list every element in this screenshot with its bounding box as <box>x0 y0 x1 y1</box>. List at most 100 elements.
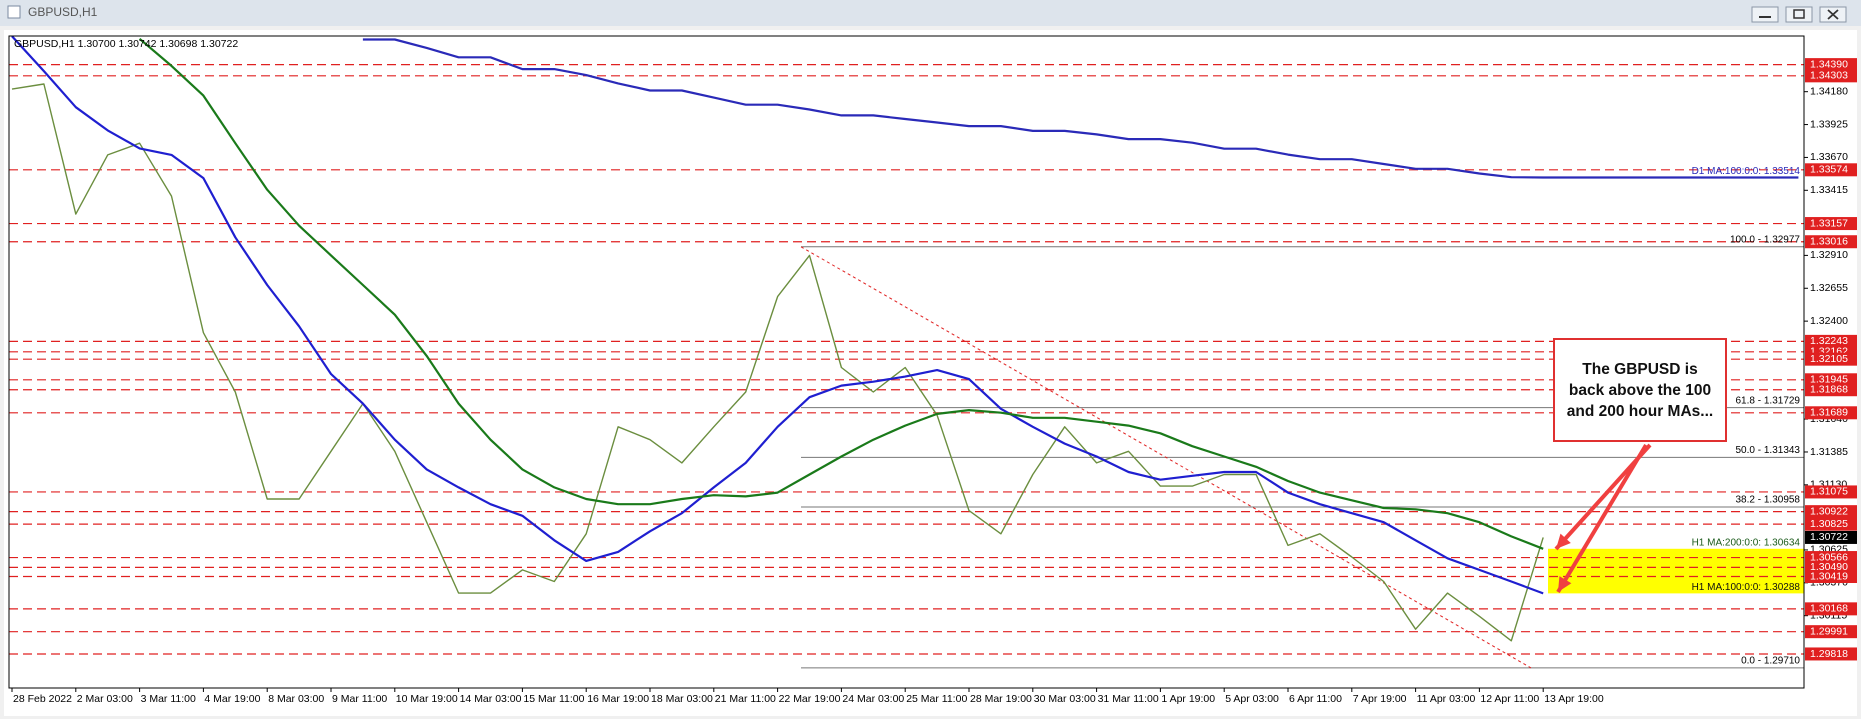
x-tick-label: 5 Apr 03:00 <box>1225 693 1279 705</box>
level-label: 1.33016 <box>1810 236 1848 248</box>
x-tick-label: 30 Mar 03:00 <box>1034 693 1096 705</box>
arrow-head <box>1556 533 1571 549</box>
level-label: 1.30168 <box>1810 603 1848 615</box>
level-label-bg <box>1805 569 1857 583</box>
fib-label: 61.8 - 1.31729 <box>1736 395 1801 406</box>
x-tick-label: 2 Mar 03:00 <box>77 693 133 705</box>
y-tick-label: 1.31385 <box>1810 446 1848 458</box>
level-label: 1.33157 <box>1810 217 1848 229</box>
fib-label: 50.0 - 1.31343 <box>1736 445 1801 456</box>
x-tick-label: 12 Apr 11:00 <box>1480 693 1539 705</box>
level-label-bg <box>1805 551 1857 565</box>
ma-label: H1 MA:200:0:0: 1.30634 <box>1692 537 1801 548</box>
x-tick-label: 9 Mar 11:00 <box>332 693 387 705</box>
window-title: GBPUSD,H1 <box>28 5 98 19</box>
x-tick-label: 28 Mar 19:00 <box>970 693 1032 705</box>
chart-header: GBPUSD,H1 1.30700 1.30742 1.30698 1.3072… <box>14 38 238 50</box>
close-icon <box>1827 9 1839 20</box>
x-tick-label: 7 Apr 19:00 <box>1353 693 1407 705</box>
level-label: 1.30922 <box>1810 505 1848 517</box>
maximize-button[interactable] <box>1785 6 1813 23</box>
level-label: 1.30419 <box>1810 570 1848 582</box>
level-label-bg <box>1805 383 1857 397</box>
x-tick-label: 14 Mar 03:00 <box>460 693 522 705</box>
chart-background <box>4 30 1857 716</box>
level-label: 1.31689 <box>1810 407 1848 419</box>
x-tick-label: 1 Apr 19:00 <box>1161 693 1215 705</box>
x-tick-label: 24 Mar 03:00 <box>842 693 904 705</box>
x-tick-label: 8 Mar 03:00 <box>268 693 324 705</box>
fib-label: 100.0 - 1.32977 <box>1730 234 1800 245</box>
level-label: 1.31945 <box>1810 374 1848 386</box>
x-tick-label: 18 Mar 03:00 <box>651 693 713 705</box>
y-tick-label: 1.33670 <box>1810 151 1848 163</box>
fib-diagonal <box>800 246 1532 669</box>
level-label: 1.29991 <box>1810 625 1848 637</box>
fib-label: 38.2 - 1.30958 <box>1736 495 1801 506</box>
ma-highlight <box>1548 548 1804 594</box>
x-tick-label: 6 Apr 11:00 <box>1289 693 1342 705</box>
axis-labels: 1.34180 1.33925 1.33670 1.33415 1.32910 1.326… <box>11 58 1857 705</box>
level-label-bg <box>1805 505 1857 519</box>
title-bar <box>0 0 1861 26</box>
series-line <box>362 38 1799 179</box>
level-label: 1.34303 <box>1810 70 1848 82</box>
level-label-bg <box>1805 373 1857 387</box>
level-label: 1.31075 <box>1810 486 1848 498</box>
arrow-head <box>1558 576 1572 592</box>
x-tick-label: 15 Mar 11:00 <box>523 693 584 705</box>
current-price-bg <box>1805 530 1857 544</box>
y-tick-label: 1.33925 <box>1810 118 1848 130</box>
arrow-shaft <box>1556 443 1648 594</box>
level-label-bg <box>1805 647 1857 661</box>
level-label-bg <box>1805 163 1857 177</box>
level-label-bg <box>1805 334 1857 348</box>
x-tick-label: 31 Mar 11:00 <box>1098 693 1159 705</box>
level-label-bg <box>1805 58 1857 72</box>
level-label: 1.32105 <box>1810 353 1848 365</box>
window-icon <box>7 5 21 19</box>
ma-label: H1 MA:100:0:0: 1.30288 <box>1692 582 1801 593</box>
y-tick-label: 1.33415 <box>1810 184 1848 196</box>
ma-label: D1 MA:100:0:0: 1.33514 <box>1692 166 1801 177</box>
level-label: 1.31868 <box>1810 383 1848 395</box>
x-tick-label: 4 Mar 19:00 <box>204 693 260 705</box>
level-label-bg <box>1805 485 1857 499</box>
series-line <box>11 83 1544 642</box>
level-label-bg <box>1805 235 1857 249</box>
level-label-bg <box>1805 217 1857 231</box>
level-label-bg <box>1805 625 1857 639</box>
x-tick-label: 28 Feb 2022 <box>13 693 72 705</box>
y-tick-label: 1.32400 <box>1810 315 1848 327</box>
x-tick-label: 16 Mar 19:00 <box>587 693 649 705</box>
level-label-bg <box>1805 69 1857 83</box>
x-tick-label: 10 Mar 19:00 <box>396 693 458 705</box>
fib-label: 0.0 - 1.29710 <box>1741 656 1800 667</box>
level-label-bg <box>1805 602 1857 616</box>
series-line <box>11 35 1544 595</box>
y-tick-label: 1.32910 <box>1810 249 1848 261</box>
level-label: 1.33574 <box>1810 164 1848 176</box>
level-label: 1.32243 <box>1810 335 1848 347</box>
x-tick-label: 13 Apr 19:00 <box>1544 693 1604 705</box>
maximize-icon <box>1793 9 1805 19</box>
x-tick-label: 21 Mar 11:00 <box>715 693 776 705</box>
minimize-button[interactable] <box>1751 6 1779 23</box>
x-tick-label: 11 Apr 03:00 <box>1417 693 1476 705</box>
level-label-bg <box>1805 352 1857 366</box>
level-label: 1.34390 <box>1810 58 1848 70</box>
level-label-bg <box>1805 406 1857 420</box>
x-tick-label: 25 Mar 11:00 <box>906 693 967 705</box>
x-tick-label: 22 Mar 19:00 <box>779 693 841 705</box>
y-tick-label: 1.34180 <box>1810 85 1848 97</box>
level-label: 1.29818 <box>1810 648 1848 660</box>
current-price-label: 1.30722 <box>1810 531 1848 543</box>
series-line <box>138 37 1544 550</box>
annotation-arrows <box>1554 443 1652 594</box>
level-label: 1.30566 <box>1810 551 1848 563</box>
x-tick-label: 3 Mar 11:00 <box>141 693 196 705</box>
level-label-bg <box>1805 517 1857 531</box>
annotation-box: The GBPUSD is back above the 100 and 200… <box>1553 338 1727 442</box>
